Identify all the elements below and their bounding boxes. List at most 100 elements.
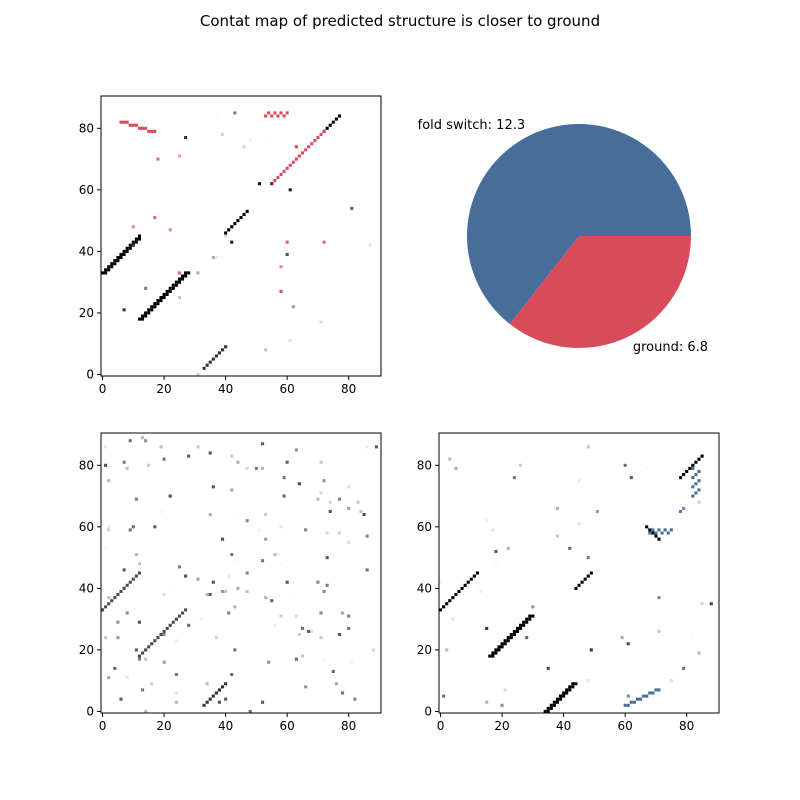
heatmap-cell: [546, 709, 550, 713]
heatmap-cell: [648, 528, 652, 532]
heatmap-cell: [568, 546, 572, 550]
heatmap-cell: [291, 305, 295, 309]
heatmap-cell: [362, 513, 366, 517]
heatmap-cell: [261, 466, 265, 470]
heatmap-cell: [559, 694, 563, 698]
heatmap-cell: [137, 234, 141, 238]
plot-frame: [100, 432, 382, 714]
heatmap-cell: [125, 246, 129, 250]
heatmap-cell: [463, 583, 467, 587]
heatmap-cell: [184, 608, 188, 612]
heatmap-cell: [159, 633, 163, 637]
heatmap-cell: [205, 682, 209, 686]
heatmap-cell: [347, 540, 351, 544]
heatmap-cell: [589, 648, 593, 652]
heatmap-cell: [654, 688, 658, 692]
heatmap-cell: [177, 154, 181, 158]
heatmap-cell: [697, 457, 701, 461]
heatmap-cell: [365, 534, 369, 538]
heatmap-cell: [319, 491, 323, 495]
heatmap-cell: [177, 280, 181, 284]
heatmap-cell: [568, 685, 572, 689]
heatmap-cell: [267, 596, 271, 600]
heatmap-cell: [555, 697, 559, 701]
heatmap-cell: [184, 271, 188, 275]
heatmap-cell: [682, 473, 686, 477]
heatmap-cell: [294, 448, 298, 452]
heatmap-cell: [328, 123, 332, 127]
heatmap-cell: [113, 259, 117, 263]
heatmap-cell: [168, 286, 172, 290]
heatmap-cell: [137, 571, 141, 575]
heatmap-cell: [217, 700, 221, 704]
heatmap-cell: [107, 596, 111, 600]
heatmap-cell: [543, 709, 547, 713]
heatmap-cell: [144, 314, 148, 318]
heatmap-cell: [666, 531, 670, 535]
heatmap-cell: [233, 111, 237, 115]
heatmap-cell: [131, 577, 135, 581]
pie-label: ground: 6.8: [633, 340, 708, 355]
x-tick-label: 60: [618, 719, 633, 733]
heatmap-cell: [451, 596, 455, 600]
heatmap-cell: [368, 243, 372, 247]
heatmap-cell: [506, 636, 510, 640]
heatmap-cell: [485, 519, 489, 523]
heatmap-cell: [153, 129, 157, 133]
heatmap-cell: [586, 679, 590, 683]
heatmap-cell: [697, 469, 701, 473]
heatmap-cell: [654, 531, 658, 535]
heatmap-cell: [682, 666, 686, 670]
heatmap-cell: [137, 657, 141, 661]
heatmap-cell: [128, 246, 132, 250]
heatmap-cell: [257, 528, 261, 532]
heatmap-cell: [141, 688, 145, 692]
heatmap-cell: [654, 534, 658, 538]
heatmap-cell: [134, 237, 138, 241]
heatmap-cell: [128, 123, 132, 127]
x-tick-label: 20: [156, 382, 171, 396]
heatmap-cell: [147, 463, 151, 467]
heatmap-cell: [580, 580, 584, 584]
heatmap-cell: [337, 497, 341, 501]
heatmap-cell: [322, 657, 326, 661]
heatmap-cell: [116, 636, 120, 640]
heatmap-cell: [568, 688, 572, 692]
heatmap-cell: [629, 476, 633, 480]
heatmap-cell: [642, 694, 646, 698]
heatmap-cell: [485, 700, 489, 704]
heatmap-cell: [285, 580, 289, 584]
heatmap-cell: [196, 372, 200, 376]
heatmap-cell: [571, 685, 575, 689]
heatmap-cell: [208, 360, 212, 364]
heatmap-cell: [171, 286, 175, 290]
heatmap-cell: [276, 553, 280, 557]
heatmap-cell: [325, 126, 329, 130]
heatmap-cell: [131, 525, 135, 529]
heatmap-cell: [651, 691, 655, 695]
heatmap-cell: [110, 265, 114, 269]
heatmap-panel-3: 0 20 40 60 80 0 20 40 60 80: [417, 432, 720, 733]
heatmap-cell: [177, 271, 181, 275]
heatmap-cell: [141, 651, 145, 655]
heatmap-cell: [144, 126, 148, 130]
heatmap-cell: [125, 583, 129, 587]
heatmap-cell: [279, 265, 283, 269]
heatmap-cell: [629, 700, 633, 704]
x-tick-label: 80: [341, 719, 356, 733]
heatmap-cell: [648, 691, 652, 695]
heatmap-cell: [217, 688, 221, 692]
y-tick-label: 20: [79, 306, 94, 320]
heatmap-cell: [144, 657, 148, 661]
heatmap-cell: [104, 547, 107, 550]
heatmap-cell: [107, 265, 111, 269]
heatmap-cell: [528, 617, 532, 621]
heatmap-cell: [531, 614, 535, 618]
heatmap-cell: [116, 620, 120, 624]
heatmap-cell: [347, 485, 351, 489]
heatmap-cell: [104, 445, 108, 449]
y-tick-label: 60: [417, 520, 432, 534]
heatmap-cell: [288, 188, 292, 192]
heatmap-cell: [565, 688, 569, 692]
heatmap-cell: [174, 280, 178, 284]
